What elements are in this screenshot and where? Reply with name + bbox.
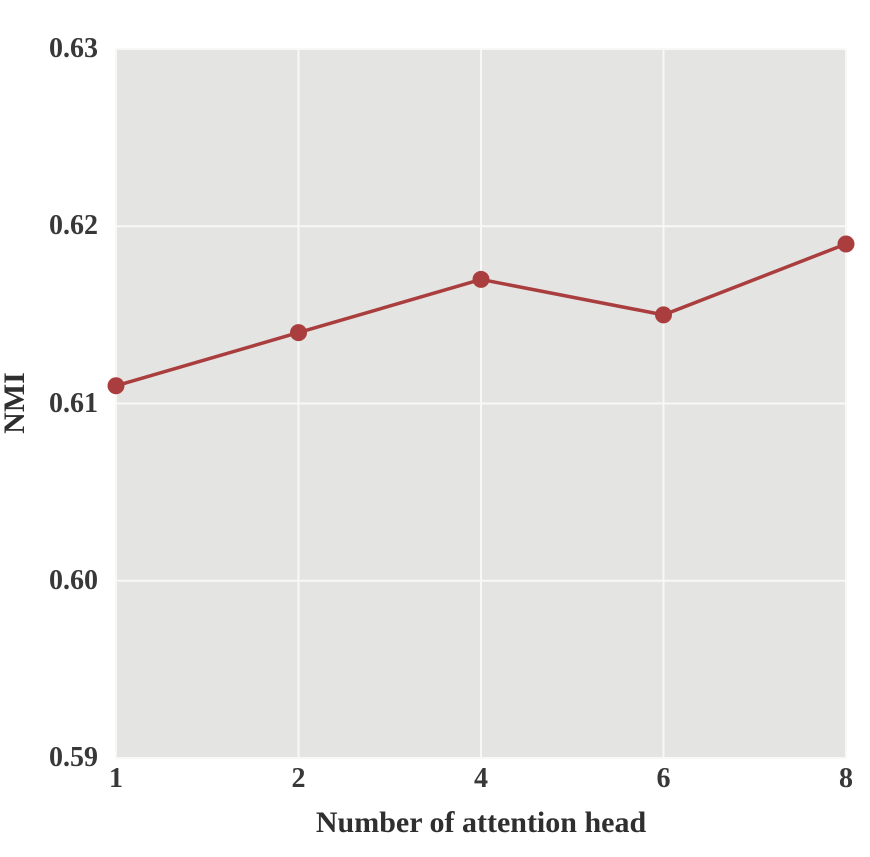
y-tick-label: 0.62 xyxy=(49,210,98,242)
y-tick-label: 0.59 xyxy=(49,742,98,773)
data-point-marker xyxy=(107,377,125,395)
x-tick-label: 8 xyxy=(839,763,853,794)
x-tick-label: 2 xyxy=(291,763,306,794)
x-tick-label: 4 xyxy=(474,763,488,794)
y-tick-label: 0.60 xyxy=(49,564,98,596)
data-point-marker xyxy=(290,324,307,342)
data-point-marker xyxy=(837,235,855,253)
y-tick-label: 0.61 xyxy=(49,387,98,419)
y-tick-label: 0.63 xyxy=(49,33,98,64)
data-point-marker xyxy=(472,270,490,288)
x-axis-title: Number of attention head xyxy=(315,806,647,839)
x-tick-label: 6 xyxy=(656,763,671,794)
data-point-marker xyxy=(655,306,672,324)
x-tick-label: 1 xyxy=(109,763,123,794)
